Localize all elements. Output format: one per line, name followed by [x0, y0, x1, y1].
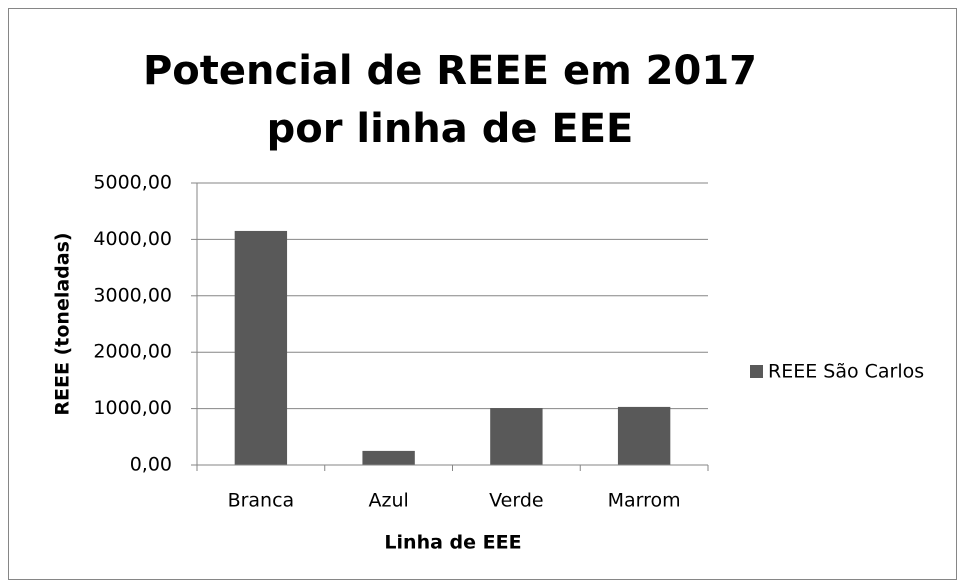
y-tick-label: 1000,00: [93, 397, 172, 419]
chart-border: [8, 8, 957, 580]
bar: [617, 406, 671, 465]
y-tick-label: 0,00: [130, 454, 172, 476]
chart-title: Potencial de REEE em 2017 por linha de E…: [142, 48, 758, 152]
y-tick-label: 2000,00: [93, 341, 172, 363]
y-tick-label: 4000,00: [93, 228, 172, 250]
bar: [234, 230, 288, 465]
x-tick-label: Azul: [368, 490, 408, 512]
bar: [362, 450, 415, 465]
legend-label: REEE São Carlos: [768, 361, 924, 383]
legend-swatch: [750, 365, 763, 378]
bar: [490, 408, 543, 465]
x-tick-label: Verde: [489, 490, 543, 512]
y-axis-label: REEE (toneladas): [52, 232, 74, 415]
y-tick-label: 3000,00: [93, 284, 172, 306]
x-tick-label: Marrom: [608, 490, 681, 512]
x-axis-label: Linha de EEE: [384, 532, 521, 554]
x-tick-label: Branca: [228, 490, 295, 512]
y-tick-label: 5000,00: [93, 172, 172, 194]
